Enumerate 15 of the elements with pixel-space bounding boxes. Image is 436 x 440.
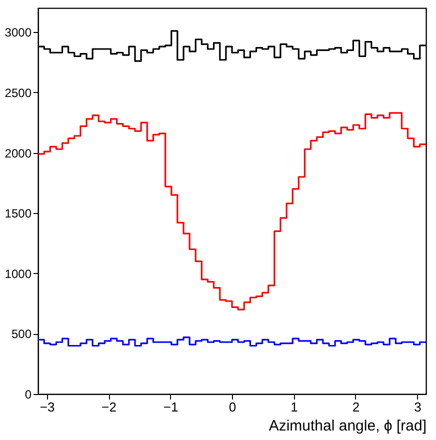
y-tick-label: 500 [11, 327, 32, 342]
x-tick-label: −2 [102, 400, 116, 414]
x-tick-label: 1 [290, 400, 298, 414]
y-tick-label: 2500 [4, 86, 32, 100]
x-tick-label: 2 [352, 400, 360, 414]
y-tick-label: 2000 [4, 146, 32, 160]
y-tick-label: 1000 [4, 266, 32, 281]
x-tick-label: −1 [163, 400, 178, 414]
x-tick-label: −3 [40, 400, 55, 414]
x-tick-label: 3 [414, 400, 422, 414]
y-tick-label: 0 [24, 388, 32, 402]
x-tick-label: 0 [228, 400, 236, 414]
y-tick-label: 1500 [4, 206, 32, 221]
y-tick-label: 3000 [4, 26, 32, 40]
x-axis-title: Azimuthal angle, ϕ [rad] [268, 418, 426, 434]
